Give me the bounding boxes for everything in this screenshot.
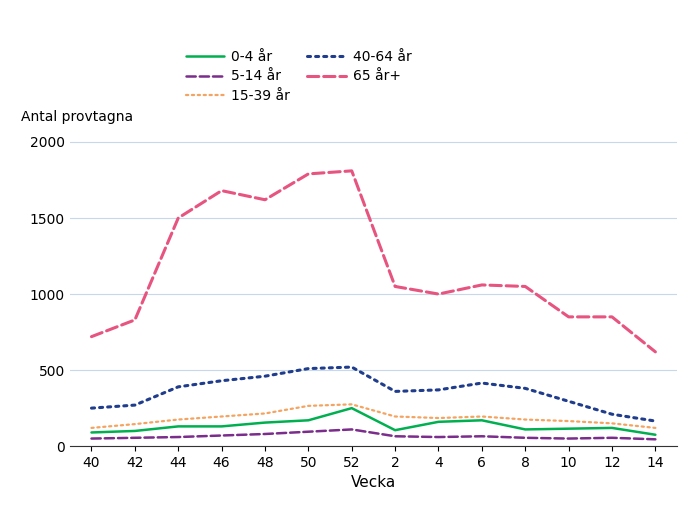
65 år+ — [477, 282, 486, 288]
5-14 år — [651, 436, 660, 442]
0-4 år — [87, 429, 96, 436]
65 år+ — [565, 314, 573, 320]
65 år+ — [217, 188, 225, 194]
40-64 år — [261, 373, 269, 379]
0-4 år — [391, 427, 399, 433]
40-64 år — [651, 418, 660, 424]
0-4 år — [217, 423, 225, 429]
40-64 år — [565, 399, 573, 405]
15-39 år — [87, 425, 96, 431]
5-14 år — [174, 434, 182, 440]
65 år+ — [651, 349, 660, 355]
5-14 år — [131, 434, 139, 441]
65 år+ — [348, 168, 356, 174]
15-39 år — [477, 414, 486, 420]
65 år+ — [261, 197, 269, 203]
5-14 år — [521, 434, 529, 441]
15-39 år — [174, 417, 182, 423]
5-14 år — [217, 432, 225, 439]
65 år+ — [521, 283, 529, 289]
40-64 år — [348, 364, 356, 370]
40-64 år — [217, 378, 225, 384]
40-64 år — [608, 411, 616, 417]
0-4 år — [174, 423, 182, 429]
40-64 år — [131, 402, 139, 408]
5-14 år — [434, 434, 443, 440]
65 år+ — [131, 317, 139, 323]
0-4 år — [348, 405, 356, 411]
0-4 år — [608, 425, 616, 431]
0-4 år — [304, 417, 313, 423]
40-64 år — [174, 384, 182, 390]
Text: Antal provtagna: Antal provtagna — [21, 110, 133, 124]
5-14 år — [477, 433, 486, 439]
Line: 5-14 år: 5-14 år — [91, 429, 655, 439]
0-4 år — [261, 420, 269, 426]
15-39 år — [348, 402, 356, 408]
15-39 år — [391, 414, 399, 420]
65 år+ — [87, 334, 96, 340]
40-64 år — [477, 380, 486, 386]
0-4 år — [565, 425, 573, 431]
15-39 år — [434, 415, 443, 421]
15-39 år — [217, 414, 225, 420]
65 år+ — [434, 291, 443, 297]
15-39 år — [131, 421, 139, 427]
15-39 år — [304, 403, 313, 409]
5-14 år — [87, 436, 96, 442]
40-64 år — [521, 385, 529, 391]
15-39 år — [608, 420, 616, 426]
5-14 år — [304, 428, 313, 434]
0-4 år — [131, 428, 139, 434]
65 år+ — [304, 171, 313, 177]
5-14 år — [608, 434, 616, 441]
Legend: 0-4 år, 5-14 år, 15-39 år, 40-64 år, 65 år+: 0-4 år, 5-14 år, 15-39 år, 40-64 år, 65 … — [180, 44, 417, 108]
15-39 år — [565, 418, 573, 424]
15-39 år — [261, 411, 269, 417]
40-64 år — [87, 405, 96, 411]
15-39 år — [521, 417, 529, 423]
Line: 65 år+: 65 år+ — [91, 171, 655, 352]
Line: 15-39 år: 15-39 år — [91, 405, 655, 428]
15-39 år — [651, 425, 660, 431]
40-64 år — [434, 387, 443, 393]
65 år+ — [391, 283, 399, 289]
0-4 år — [521, 426, 529, 432]
65 år+ — [174, 215, 182, 221]
40-64 år — [304, 366, 313, 372]
5-14 år — [261, 431, 269, 437]
X-axis label: Vecka: Vecka — [351, 476, 396, 490]
Line: 0-4 år: 0-4 år — [91, 408, 655, 434]
Line: 40-64 år: 40-64 år — [91, 367, 655, 421]
5-14 år — [391, 433, 399, 439]
5-14 år — [565, 436, 573, 442]
0-4 år — [651, 431, 660, 438]
0-4 år — [477, 417, 486, 423]
65 år+ — [608, 314, 616, 320]
0-4 år — [434, 419, 443, 425]
40-64 år — [391, 388, 399, 394]
5-14 år — [348, 426, 356, 432]
